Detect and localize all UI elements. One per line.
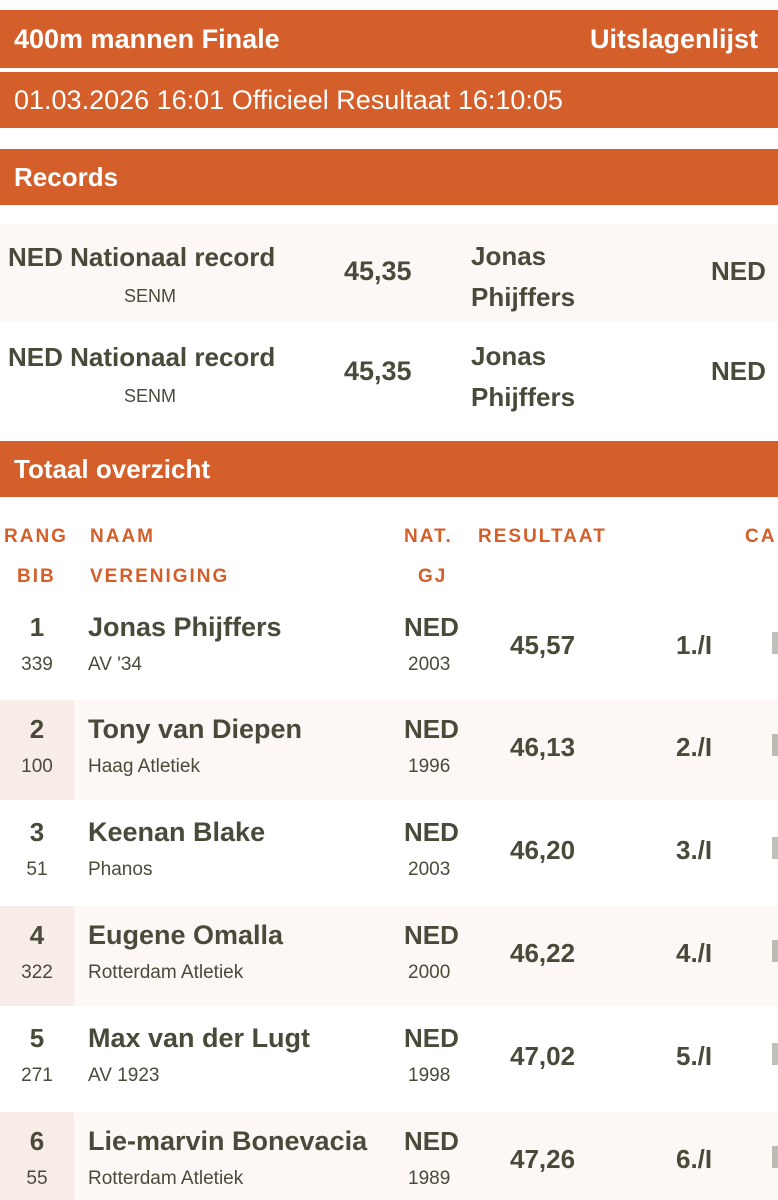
record-result: 45,35 <box>344 256 412 286</box>
category-cell-clipped <box>772 1043 778 1065</box>
birth-year: 2003 <box>408 654 451 675</box>
overview-title: Totaal overzicht <box>14 453 211 484</box>
club-name: Phanos <box>88 859 153 880</box>
category-cell-clipped <box>772 632 778 654</box>
rank-value: 1 <box>29 612 45 642</box>
heat-place: 3./I <box>676 835 713 865</box>
club-name: Haag Atletiek <box>88 756 200 777</box>
athlete-name[interactable]: Tony van Diepen <box>88 714 303 744</box>
record-nation: NED <box>711 256 766 286</box>
category-cell-clipped <box>772 837 778 859</box>
heat-place: 5./I <box>676 1041 713 1071</box>
col-header-result: RESULTAAT <box>478 526 607 547</box>
record-result: 45,35 <box>344 356 412 386</box>
athlete-name[interactable]: Keenan Blake <box>88 817 266 847</box>
club-name: Rotterdam Atletiek <box>88 962 244 983</box>
rank-cell-bg <box>0 1112 74 1200</box>
category-cell-clipped <box>772 1146 778 1168</box>
birth-year: 1989 <box>408 1168 451 1189</box>
record-athlete[interactable]: Jonas Phijffers <box>471 341 576 412</box>
result-time: 45,57 <box>510 630 576 660</box>
record-name: NED Nationaal record <box>8 342 276 372</box>
rank-value: 3 <box>29 817 45 847</box>
col-header-category: CA <box>745 526 777 547</box>
result-row[interactable]: 2 100 Tony van Diepen Haag Atletiek NED … <box>0 700 778 800</box>
bib-value: 100 <box>21 756 53 777</box>
record-athlete[interactable]: Jonas Phijffers <box>471 241 576 312</box>
result-time: 47,26 <box>510 1144 576 1174</box>
bib-value: 271 <box>21 1065 53 1086</box>
event-datetime-status: 01.03.2026 16:01 Officieel Resultaat 16:… <box>14 84 563 115</box>
event-subtitle: 01.03.2026 16:01 Officieel Resultaat 16:… <box>0 72 778 128</box>
nation-code: NED <box>404 714 459 744</box>
athlete-name[interactable]: Max van der Lugt <box>88 1023 311 1053</box>
club-name: Rotterdam Atletiek <box>88 1168 244 1189</box>
col-header-bib: BIB <box>17 566 56 587</box>
col-header-name: NAAM <box>90 526 155 547</box>
record-category: SENM <box>124 286 177 306</box>
result-time: 47,02 <box>510 1041 576 1071</box>
result-row[interactable]: 5 271 Max van der Lugt AV 1923 NED 1998 … <box>0 1009 778 1109</box>
records-section-header: Records <box>0 149 778 205</box>
record-name: NED Nationaal record <box>8 242 276 272</box>
rank-cell-bg <box>0 906 74 1006</box>
record-category: SENM <box>124 386 177 406</box>
athlete-name[interactable]: Lie-marvin Bonevacia <box>88 1126 368 1156</box>
result-row[interactable]: 6 55 Lie-marvin Bonevacia Rotterdam Atle… <box>0 1112 778 1200</box>
rank-value: 6 <box>29 1126 45 1156</box>
heat-place: 4./I <box>676 938 713 968</box>
nation-code: NED <box>404 817 459 847</box>
nation-code: NED <box>404 920 459 950</box>
heat-place: 6./I <box>676 1144 713 1174</box>
club-name: AV 1923 <box>88 1065 160 1086</box>
records-title: Records <box>14 161 119 192</box>
bib-value: 55 <box>26 1168 48 1189</box>
result-time: 46,13 <box>510 732 576 762</box>
birth-year: 1996 <box>408 756 451 777</box>
rank-cell-bg <box>0 700 74 800</box>
bib-value: 51 <box>26 859 48 880</box>
category-cell-clipped <box>772 734 778 756</box>
club-name: AV '34 <box>88 654 142 675</box>
result-row[interactable]: 4 322 Eugene Omalla Rotterdam Atletiek N… <box>0 906 778 1006</box>
athlete-name[interactable]: Eugene Omalla <box>88 920 284 950</box>
rank-value: 4 <box>29 920 45 950</box>
nation-code: NED <box>404 1126 459 1156</box>
heat-place: 2./I <box>676 732 713 762</box>
bib-value: 322 <box>21 962 53 983</box>
birth-year: 2000 <box>408 962 451 983</box>
col-header-club: VERENIGING <box>90 566 230 587</box>
rank-value: 2 <box>29 714 45 744</box>
result-time: 46,22 <box>510 938 576 968</box>
nation-code: NED <box>404 612 459 642</box>
rank-value: 5 <box>29 1023 45 1053</box>
col-header-year: GJ <box>418 566 448 587</box>
birth-year: 2003 <box>408 859 451 880</box>
bib-value: 339 <box>21 654 53 675</box>
record-nation: NED <box>711 356 766 386</box>
result-row[interactable]: 3 51 Keenan Blake Phanos NED 2003 46,20 … <box>0 803 778 903</box>
list-type-label: Uitslagenlijst <box>589 23 758 54</box>
category-cell-clipped <box>772 940 778 962</box>
result-row[interactable]: 1 339 Jonas Phijffers AV '34 NED 2003 45… <box>0 598 778 698</box>
overview-section-header: Totaal overzicht <box>0 441 778 497</box>
col-header-rank: RANG <box>4 526 68 547</box>
result-time: 46,20 <box>510 835 576 865</box>
nation-code: NED <box>404 1023 459 1053</box>
record-row: NED Nationaal record SENM 45,35 Jonas Ph… <box>0 324 778 422</box>
birth-year: 1998 <box>408 1065 451 1086</box>
record-row: NED Nationaal record SENM 45,35 Jonas Ph… <box>0 224 778 322</box>
heat-place: 1./I <box>676 630 713 660</box>
event-title: 400m mannen Finale <box>14 23 280 54</box>
col-header-nat: NAT. <box>404 526 453 547</box>
athlete-name[interactable]: Jonas Phijffers <box>88 612 282 642</box>
event-header: 400m mannen Finale Uitslagenlijst <box>0 10 778 68</box>
